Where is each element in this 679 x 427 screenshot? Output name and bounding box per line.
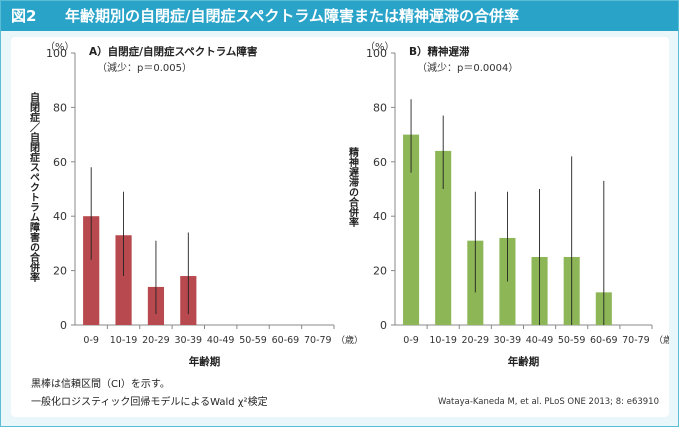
- y-tick-label-a-1: 20: [53, 265, 67, 278]
- note-ci: 黒棒は信頼区間（CI）を示す。: [31, 379, 170, 390]
- y-tick-label-b-3: 60: [373, 156, 387, 169]
- bar-b-3: [499, 237, 516, 325]
- x-unit-b: （歳）: [654, 334, 669, 346]
- y-tick-label-b-4: 80: [373, 101, 387, 114]
- panel-subtitle-a: （減少：p＝0.005）: [97, 61, 192, 74]
- bar-a-1: [115, 235, 132, 325]
- x-tick-label-a-1: 10-19: [110, 335, 138, 346]
- x-tick-label-a-7: 70-79: [304, 335, 332, 346]
- y-unit-b: （%）: [365, 41, 395, 53]
- x-tick-label-b-1: 10-19: [429, 335, 457, 346]
- x-tick-label-a-0: 0-9: [83, 335, 99, 346]
- x-unit-a: （歳）: [336, 334, 363, 346]
- x-tick-label-a-5: 50-59: [239, 335, 267, 346]
- y-tick-label-a-4: 80: [53, 101, 67, 114]
- y-tick-label-b-2: 40: [373, 210, 387, 223]
- y-tick-label-a-3: 60: [53, 156, 67, 169]
- x-tick-label-b-3: 30-39: [494, 335, 522, 346]
- credit: Wataya-Kaneda M, et al. PLoS ONE 2013; 8…: [437, 397, 659, 407]
- figure-header: 図2 年齢期別の自閉症/自閉症スペクトラム障害または精神遅滞の合併率: [1, 1, 678, 31]
- x-tick-label-a-2: 20-29: [142, 335, 170, 346]
- bar-b-1: [435, 150, 452, 325]
- x-tick-label-a-6: 60-69: [272, 335, 300, 346]
- x-tick-label-b-6: 60-69: [590, 335, 618, 346]
- x-tick-label-b-4: 40-49: [526, 335, 554, 346]
- y-axis-title-b: 精神遅滞の合併率: [347, 146, 360, 228]
- x-tick-label-b-7: 70-79: [622, 335, 650, 346]
- y-tick-label-a-0: 0: [60, 319, 67, 332]
- y-tick-label-a-2: 40: [53, 210, 67, 223]
- x-axis-title-b: 年齢期: [508, 355, 540, 368]
- x-tick-label-b-2: 20-29: [462, 335, 490, 346]
- chart-panel: 0 20 40 60 80 100 （%） A）自閉症/自閉症スペクトラム障害 （減少：p＝0.…: [11, 37, 669, 417]
- figure-title: 年齢期別の自閉症/自閉症スペクトラム障害または精神遅滞の合併率: [65, 7, 519, 25]
- x-tick-label-a-4: 40-49: [207, 335, 235, 346]
- y-tick-label-b-1: 20: [373, 265, 387, 278]
- y-unit-a: （%）: [45, 41, 75, 53]
- x-tick-label-a-3: 30-39: [175, 335, 203, 346]
- y-axis-title-a: 自閉症／自閉症スペクトラム障害の合併率: [28, 91, 41, 283]
- bar-b-0: [403, 134, 420, 325]
- x-tick-label-b-0: 0-9: [403, 335, 419, 346]
- panel-subtitle-b: （減少：p＝0.0004）: [417, 61, 518, 74]
- x-tick-label-b-5: 50-59: [558, 335, 586, 346]
- panel-title-b: B）精神遅滞: [409, 45, 470, 58]
- y-tick-label-b-5: 100: [366, 47, 387, 60]
- panel-title-a: A）自閉症/自閉症スペクトラム障害: [89, 45, 258, 58]
- x-axis-title-a: 年齢期: [189, 355, 221, 368]
- note-test: 一般化ロジスティック回帰モデルによるWald χ²検定: [31, 397, 268, 408]
- bar-a-0: [83, 216, 100, 325]
- figure-number: 図2: [11, 7, 37, 25]
- y-tick-label-b-0: 0: [380, 319, 387, 332]
- y-tick-label-a-5: 100: [46, 47, 67, 60]
